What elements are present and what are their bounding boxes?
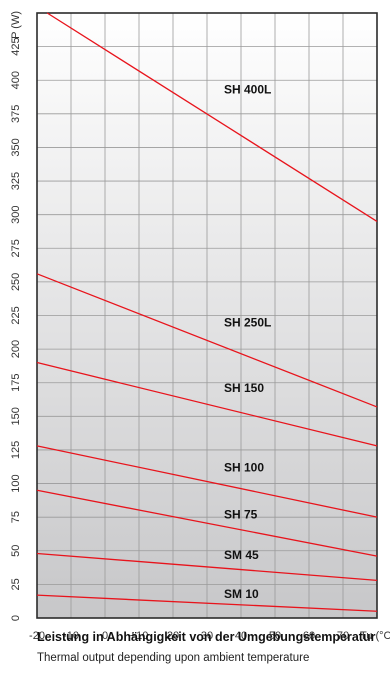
series-label: SH 75 bbox=[224, 508, 258, 522]
series-line bbox=[36, 273, 378, 408]
y-tick-label: 275 bbox=[10, 239, 22, 257]
y-tick-label: 325 bbox=[10, 172, 22, 190]
y-axis-title: P (W) bbox=[10, 11, 22, 39]
x-tick-label: 0 bbox=[102, 630, 108, 642]
plot-frame bbox=[36, 12, 378, 619]
y-tick-label: 200 bbox=[10, 340, 22, 358]
grid-lines bbox=[37, 13, 377, 618]
y-tick-label: 425 bbox=[10, 37, 22, 55]
y-tick-label: 400 bbox=[10, 71, 22, 89]
series-label: SH 400L bbox=[224, 83, 271, 97]
x-tick-label: 40 bbox=[235, 630, 247, 642]
y-tick-label: 175 bbox=[10, 374, 22, 392]
x-tick-label: 30 bbox=[201, 630, 213, 642]
series-label: SM 45 bbox=[224, 548, 259, 562]
x-tick-labels: -20 -10 0 +10 20 30 40 50 60 70 bbox=[29, 630, 349, 642]
y-tick-label: 350 bbox=[10, 138, 22, 156]
series-label: SH 250L bbox=[224, 315, 271, 329]
series-line bbox=[36, 594, 378, 612]
y-tick-label: 300 bbox=[10, 205, 22, 223]
series-line bbox=[36, 361, 378, 447]
caption-title: Leistung in Abhängigkeit von der Umgebun… bbox=[37, 630, 376, 644]
x-tick-label: 20 bbox=[167, 630, 179, 642]
series-line bbox=[36, 489, 378, 557]
y-tick-label: 125 bbox=[10, 441, 22, 459]
y-tick-label: 375 bbox=[10, 105, 22, 123]
x-tick-label: -10 bbox=[63, 630, 79, 642]
y-tick-label: 150 bbox=[10, 407, 22, 425]
series-labels: SH 400L SH 250L SH 150 SH 100 SH 75 SM 45 SM 1… bbox=[224, 83, 271, 601]
y-tick-label: 0 bbox=[10, 615, 22, 621]
series-label: SH 100 bbox=[224, 460, 264, 474]
y-tick-labels: 0 25 50 75 100 125 150 175 200 225 250 275 300 325 350… bbox=[10, 37, 22, 621]
series-label: SH 150 bbox=[224, 381, 264, 395]
series-label: SM 10 bbox=[224, 587, 259, 601]
x-tick-label: 60 bbox=[303, 630, 315, 642]
y-tick-label: 225 bbox=[10, 306, 22, 324]
y-tick-label: 250 bbox=[10, 273, 22, 291]
y-tick-label: 100 bbox=[10, 474, 22, 492]
y-tick-label: 75 bbox=[10, 511, 22, 523]
series-line bbox=[36, 552, 378, 582]
series-line bbox=[36, 445, 378, 518]
x-tick-label: 70 bbox=[337, 630, 349, 642]
x-tick-label: +10 bbox=[130, 630, 149, 642]
series-line bbox=[46, 12, 378, 222]
x-tick-label: 50 bbox=[269, 630, 281, 642]
x-tick-label: -20 bbox=[29, 630, 45, 642]
y-tick-label: 50 bbox=[10, 545, 22, 557]
series-lines bbox=[36, 12, 378, 612]
caption-subtitle: Thermal output depending upon ambient te… bbox=[37, 652, 310, 664]
x-axis-title: Tu (°C) bbox=[360, 630, 390, 642]
y-tick-label: 25 bbox=[10, 578, 22, 590]
